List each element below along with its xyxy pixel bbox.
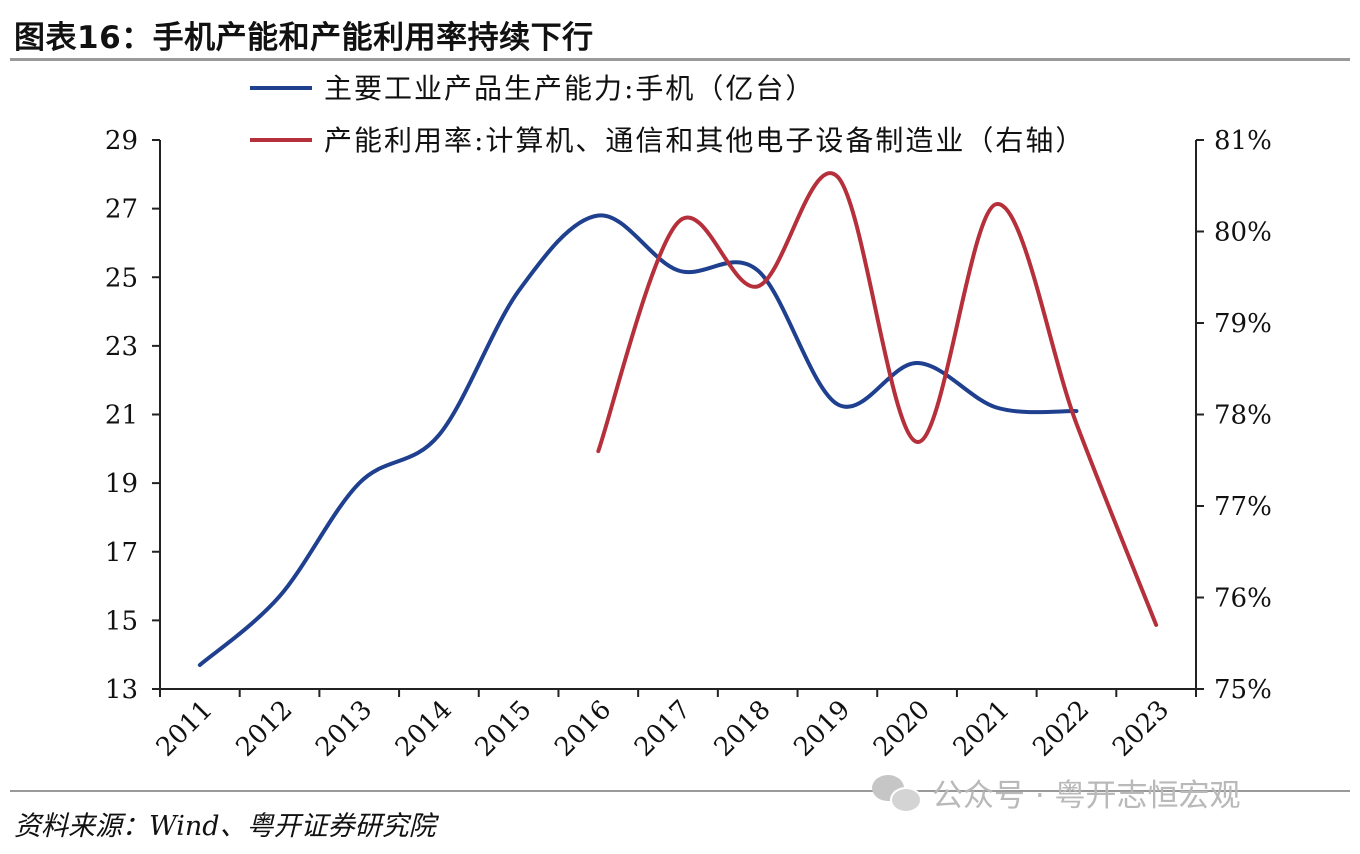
- chart-canvas: 13 15 17 19 21 23 25 27 29 75% 76% 77% 78% 79% 80% 81% 2…: [105, 72, 1272, 763]
- right-tick-label: 80%: [1214, 218, 1272, 248]
- left-tick-label: 23: [105, 332, 138, 362]
- legend-label: 产能利用率:计算机、通信和其他电子设备制造业（右轴）: [324, 124, 1085, 157]
- chart-title: 图表16：手机产能和产能利用率持续下行: [14, 20, 594, 56]
- x-tick-label: 2014: [390, 695, 458, 763]
- watermark-text: 公众号 · 粤开志恒宏观: [932, 778, 1241, 814]
- x-tick-label: 2022: [1027, 695, 1095, 763]
- x-tick-label: 2021: [948, 695, 1016, 763]
- right-tick-label: 77%: [1214, 492, 1272, 522]
- x-tick-label: 2017: [629, 695, 697, 763]
- left-tick-label: 13: [105, 675, 138, 705]
- left-tick-label: 15: [105, 606, 138, 636]
- right-tick-label: 78%: [1214, 401, 1272, 431]
- left-tick-label: 17: [105, 538, 138, 568]
- x-tick-label: 2018: [709, 695, 777, 763]
- left-tick-label: 27: [105, 195, 138, 225]
- right-tick-label: 79%: [1214, 309, 1272, 339]
- left-tick-label: 21: [105, 401, 138, 431]
- left-tick-label: 25: [105, 263, 138, 293]
- x-tick-label: 2015: [470, 695, 538, 763]
- footer-divider: [10, 790, 1350, 792]
- x-tick-label: 2023: [1107, 695, 1175, 763]
- right-tick-label: 75%: [1214, 675, 1272, 705]
- title-divider: [10, 58, 1350, 61]
- series-line-capacity: [197, 213, 1079, 667]
- x-tick-label: 2016: [549, 695, 617, 763]
- left-tick-label: 29: [105, 126, 138, 156]
- x-tick-label: 2011: [151, 695, 219, 763]
- watermark: 公众号 · 粤开志恒宏观: [872, 770, 1241, 815]
- wechat-icon: [872, 773, 922, 813]
- legend-label: 主要工业产品生产能力:手机（亿台）: [324, 72, 815, 105]
- x-tick-label: 2019: [788, 695, 856, 763]
- source-note: 资料来源：Wind、粤开证券研究院: [14, 811, 436, 842]
- x-tick-label: 2013: [310, 695, 378, 763]
- series-line-utilization: [596, 171, 1159, 627]
- right-tick-label: 81%: [1214, 126, 1272, 156]
- chart-legend: 主要工业产品生产能力:手机（亿台） 产能利用率:计算机、通信和其他电子设备制造业（…: [250, 72, 1085, 157]
- right-tick-label: 76%: [1214, 584, 1272, 614]
- left-tick-label: 19: [105, 469, 138, 499]
- x-tick-label: 2020: [868, 695, 936, 763]
- chart-axes: 13 15 17 19 21 23 25 27 29 75% 76% 77% 78% 79% 80% 81% 2…: [105, 126, 1272, 763]
- x-tick-label: 2012: [230, 695, 298, 763]
- chart-lines: [197, 171, 1159, 667]
